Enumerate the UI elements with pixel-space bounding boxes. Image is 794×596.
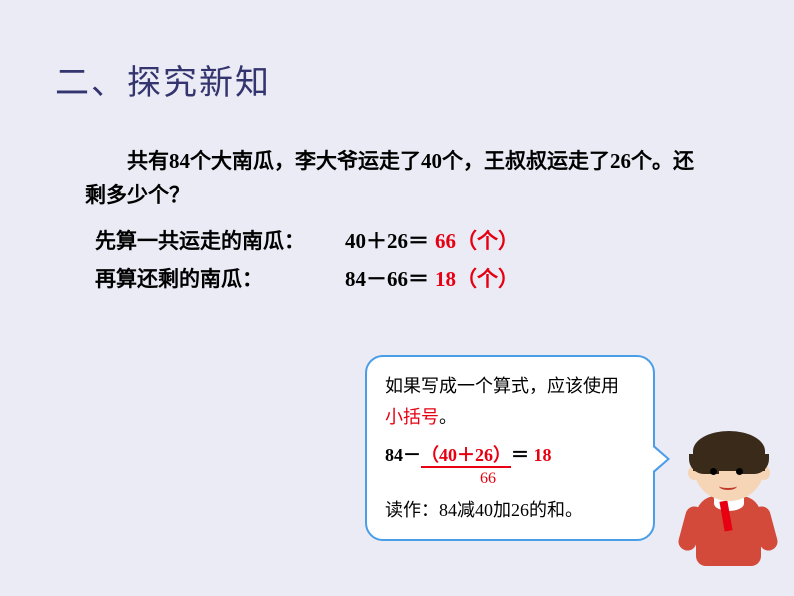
calculation-section: 先算一共运走的南瓜： 40＋26＝ 66（个） 再算还剩的南瓜： 84－66＝ … — [95, 225, 695, 301]
eq-prefix: 84－ — [385, 445, 421, 465]
calc-label-2: 再算还剩的南瓜： — [95, 263, 345, 293]
bubble-equation: 84－（40＋26）＝ 18 66 — [385, 440, 635, 471]
section-title: 二、探究新知 — [55, 55, 271, 104]
eq-suffix: ＝ — [511, 445, 534, 465]
bubble-instruction: 如果写成一个算式，应该使用小括号。 — [385, 371, 635, 432]
bubble-highlight: 小括号 — [385, 407, 439, 427]
eye-right — [736, 468, 743, 475]
eq-result: 18 — [534, 445, 552, 465]
bubble-text-1: 如果写成一个算式，应该使用 — [385, 376, 619, 396]
calc-row-2: 再算还剩的南瓜： 84－66＝ 18（个） — [95, 263, 695, 293]
calc-expr-1: 40＋26＝ — [345, 225, 429, 255]
calc-expr-2: 84－66＝ — [345, 263, 429, 293]
calc-result-2: 18（个） — [435, 263, 519, 293]
problem-text: 共有84个大南瓜，李大爷运走了40个，王叔叔运走了26个。还剩多少个？ — [85, 149, 694, 207]
calc-row-1: 先算一共运走的南瓜： 40＋26＝ 66（个） — [95, 225, 695, 255]
child-character-icon — [674, 426, 784, 576]
calc-label-1: 先算一共运走的南瓜： — [95, 225, 345, 255]
problem-indent — [85, 149, 127, 173]
bubble-read-as: 读作：84减40加26的和。 — [385, 495, 635, 526]
problem-statement: 共有84个大南瓜，李大爷运走了40个，王叔叔运走了26个。还剩多少个？ — [85, 145, 705, 212]
bubble-text-2: 。 — [439, 407, 457, 427]
speech-bubble: 如果写成一个算式，应该使用小括号。 84－（40＋26）＝ 18 66 读作：8… — [365, 355, 655, 541]
calc-result-1: 66（个） — [435, 225, 519, 255]
eq-parentheses: （40＋26） — [421, 445, 511, 468]
character-mouth — [719, 482, 737, 490]
eye-left — [710, 468, 717, 475]
eq-intermediate: 66 — [480, 465, 496, 492]
